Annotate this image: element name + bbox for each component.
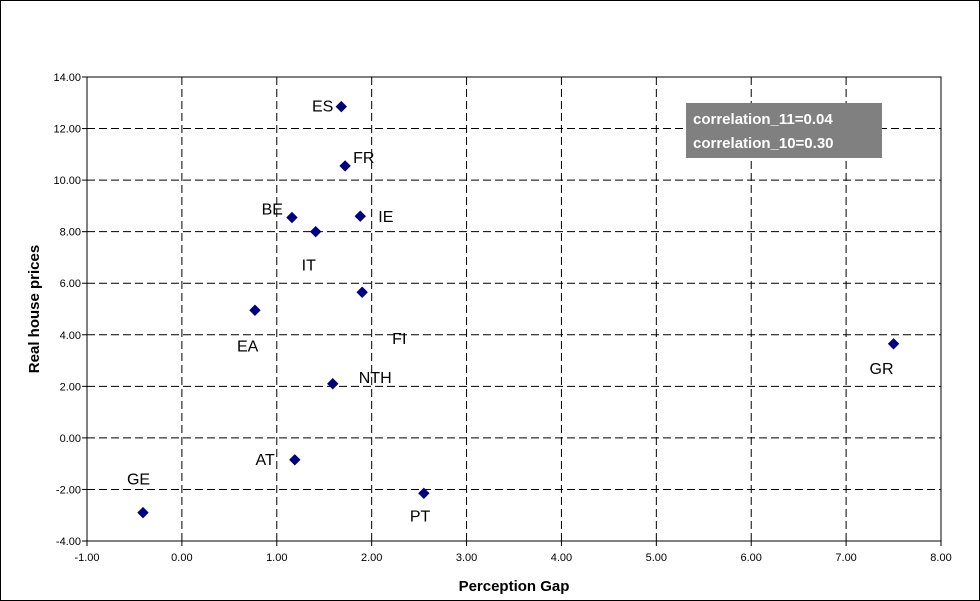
data-points [137,100,900,519]
data-point-at [289,454,301,466]
point-label-ie: IE [378,209,393,226]
x-tick-label-4: 3.00 [456,552,477,564]
annotation-line-2: correlation_10=0.30 [693,135,834,152]
data-point-ie [354,210,366,222]
y-tick-label-8: 12.00 [53,124,81,136]
y-tick-label-1: -2.00 [56,484,81,496]
data-point-ge [137,506,149,519]
point-label-ea: EA [237,338,259,355]
annotation-line-1: correlation_11=0.04 [693,111,833,128]
x-tick-label-9: 8.00 [930,552,951,564]
x-tick-label-1: 0.00 [171,552,192,564]
data-point-fi [356,286,368,298]
data-point-it [309,225,322,238]
axes [82,76,942,546]
y-tick-label-6: 8.00 [60,227,81,239]
data-point-ea [249,304,261,316]
y-tick-label-4: 4.00 [60,330,81,342]
y-axis-title: Real house prices [26,245,43,373]
data-point-nth [327,378,339,390]
y-tick-label-0: -4.00 [56,536,81,548]
plot-area-border [86,76,942,542]
x-tick-label-8: 7.00 [835,552,856,564]
x-tick-label-6: 5.00 [646,552,667,564]
data-point-fr [339,160,351,172]
point-label-es: ES [312,99,333,116]
point-label-be: BE [262,201,283,218]
point-label-gr: GR [870,361,894,378]
data-point-es [335,100,348,113]
tick-labels: -1.00 0.00 1.00 2.00 3.00 4.00 5.00 6.00 7.00 8.0… [53,72,951,564]
correlation-annotation: correlation_11=0.04 correlation_10=0.30 [686,103,882,158]
point-label-ge: GE [127,472,150,489]
data-point-be [286,211,298,224]
x-tick-label-7: 6.00 [741,552,762,564]
annotation-background [686,103,882,158]
point-label-fi: FI [392,331,406,348]
x-tick-label-0: -1.00 [74,552,99,564]
x-tick-label-3: 2.00 [361,552,382,564]
data-point-gr [887,338,900,350]
y-tick-label-9: 14.00 [53,72,81,84]
point-label-at: AT [256,452,275,469]
x-tick-label-5: 4.00 [551,552,572,564]
point-label-fr: FR [353,150,374,167]
y-tick-label-5: 6.00 [60,278,81,290]
x-axis-title: Perception Gap [459,578,570,595]
y-tick-label-3: 2.00 [60,381,81,393]
point-label-it: IT [302,258,316,275]
point-label-pt: PT [410,508,431,525]
point-label-nth: NTH [359,370,392,387]
point-labels: ES FR BE IE IT FI EA NTH GR AT PT GE [127,99,894,526]
x-tick-label-2: 1.00 [266,552,287,564]
data-point-pt [418,487,430,500]
y-tick-label-2: 0.00 [60,433,81,445]
y-tick-label-7: 10.00 [53,175,81,187]
